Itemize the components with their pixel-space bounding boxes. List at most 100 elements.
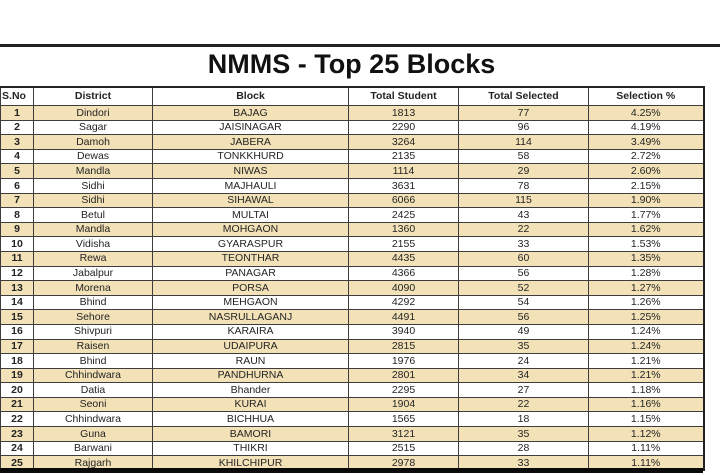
cell-total-student: 4090 [348, 280, 459, 296]
cell-selection-pct: 2.60% [588, 163, 704, 179]
cell-total-selected: 33 [458, 236, 589, 252]
cell-selection-pct: 2.15% [588, 177, 704, 194]
cell-total-student: 1114 [348, 163, 459, 179]
cell-total-student: 2515 [348, 440, 459, 457]
table-row: 1 Dindori BAJAG 1813 77 4.25% [0, 105, 704, 121]
cell-block: MOHGAON [152, 221, 349, 238]
cell-total-selected: 78 [458, 177, 589, 194]
cell-selection-pct: 1.27% [588, 280, 704, 296]
cell-district: Guna [33, 426, 153, 442]
cell-total-selected: 115 [458, 192, 589, 209]
cell-total-selected: 22 [458, 221, 589, 238]
cell-sno: 11 [0, 250, 34, 267]
cell-district: Vidisha [33, 236, 153, 252]
cell-sno: 10 [0, 236, 34, 252]
cell-district: Bhind [33, 294, 153, 311]
table-row: 20 Datia Bhander 2295 27 1.18% [0, 382, 704, 398]
cell-selection-pct: 1.77% [588, 207, 704, 223]
cell-sno: 8 [0, 207, 34, 223]
cell-district: Rewa [33, 250, 153, 267]
cell-total-student: 4292 [348, 294, 459, 311]
cell-total-selected: 29 [458, 163, 589, 179]
table-row: 24 Barwani THIKRI 2515 28 1.11% [0, 440, 704, 457]
cell-block: RAUN [152, 353, 349, 369]
cell-district: Shivpuri [33, 323, 153, 340]
table-body: 1 Dindori BAJAG 1813 77 4.25% 2 Sagar JAISINAGAR… [0, 105, 704, 471]
cell-district: Betul [33, 207, 153, 223]
cell-block: NIWAS [152, 163, 349, 179]
cell-total-selected: 35 [458, 338, 589, 355]
cell-sno: 20 [0, 382, 34, 398]
cell-sno: 18 [0, 353, 34, 369]
cell-sno: 17 [0, 338, 34, 355]
cell-district: Dewas [33, 148, 153, 165]
cell-total-selected: 60 [458, 250, 589, 267]
table-row: 9 Mandla MOHGAON 1360 22 1.62% [0, 221, 704, 238]
cell-selection-pct: 1.35% [588, 250, 704, 267]
cell-district: Datia [33, 382, 153, 398]
cell-district: Raisen [33, 338, 153, 355]
cell-selection-pct: 1.24% [588, 323, 704, 340]
table-row: 11 Rewa TEONTHAR 4435 60 1.35% [0, 250, 704, 267]
cell-sno: 24 [0, 440, 34, 457]
cell-sno: 13 [0, 280, 34, 296]
cell-block: TONKKHURD [152, 148, 349, 165]
cell-total-student: 2135 [348, 148, 459, 165]
cell-district: Sidhi [33, 177, 153, 194]
table-row: 3 Damoh JABERA 3264 114 3.49% [0, 134, 704, 150]
cell-sno: 15 [0, 309, 34, 325]
cell-district: Barwani [33, 440, 153, 457]
cell-sno: 21 [0, 396, 34, 413]
cell-block: UDAIPURA [152, 338, 349, 355]
cell-total-student: 4435 [348, 250, 459, 267]
cell-total-selected: 114 [458, 134, 589, 150]
table-row: 12 Jabalpur PANAGAR 4366 56 1.28% [0, 265, 704, 282]
cell-selection-pct: 1.26% [588, 294, 704, 311]
cell-sno: 14 [0, 294, 34, 311]
cell-selection-pct: 1.16% [588, 396, 704, 413]
cell-selection-pct: 2.72% [588, 148, 704, 165]
cell-selection-pct: 1.11% [588, 455, 704, 471]
cell-block: PANAGAR [152, 265, 349, 282]
header-row: S.No District Block Total Student Total … [0, 86, 704, 106]
col-header-total-selected: Total Selected [458, 86, 589, 106]
cell-total-selected: 22 [458, 396, 589, 413]
cell-block: MULTAI [152, 207, 349, 223]
cell-total-selected: 49 [458, 323, 589, 340]
table-row: 6 Sidhi MAJHAULI 3631 78 2.15% [0, 177, 704, 194]
cell-selection-pct: 1.12% [588, 426, 704, 442]
cell-sno: 23 [0, 426, 34, 442]
cell-selection-pct: 1.21% [588, 353, 704, 369]
page-title: NMMS - Top 25 Blocks [207, 49, 496, 79]
table-row: 16 Shivpuri KARAIRA 3940 49 1.24% [0, 323, 704, 340]
cell-selection-pct: 1.21% [588, 367, 704, 384]
cell-district: Morena [33, 280, 153, 296]
cell-selection-pct: 1.11% [588, 440, 704, 457]
cell-total-selected: 28 [458, 440, 589, 457]
table-row: 23 Guna BAMORI 3121 35 1.12% [0, 426, 704, 442]
cell-sno: 4 [0, 148, 34, 165]
col-header-sno: S.No [0, 86, 34, 106]
col-header-district: District [33, 86, 153, 106]
table-row: 4 Dewas TONKKHURD 2135 58 2.72% [0, 148, 704, 165]
cell-selection-pct: 1.28% [588, 265, 704, 282]
cell-sno: 3 [0, 134, 34, 150]
cell-total-student: 1904 [348, 396, 459, 413]
cell-total-student: 4491 [348, 309, 459, 325]
cell-block: PORSA [152, 280, 349, 296]
cell-sno: 16 [0, 323, 34, 340]
cell-total-selected: 52 [458, 280, 589, 296]
cell-total-selected: 56 [458, 309, 589, 325]
cell-total-selected: 35 [458, 426, 589, 442]
cell-total-student: 4366 [348, 265, 459, 282]
table-row: 10 Vidisha GYARASPUR 2155 33 1.53% [0, 236, 704, 252]
cell-block: NASRULLAGANJ [152, 309, 349, 325]
cell-district: Mandla [33, 221, 153, 238]
cell-district: Sehore [33, 309, 153, 325]
cell-block: PANDHURNA [152, 367, 349, 384]
cell-total-student: 2815 [348, 338, 459, 355]
cell-selection-pct: 3.49% [588, 134, 704, 150]
table-row: 8 Betul MULTAI 2425 43 1.77% [0, 207, 704, 223]
cell-total-student: 2155 [348, 236, 459, 252]
cell-district: Mandla [33, 163, 153, 179]
